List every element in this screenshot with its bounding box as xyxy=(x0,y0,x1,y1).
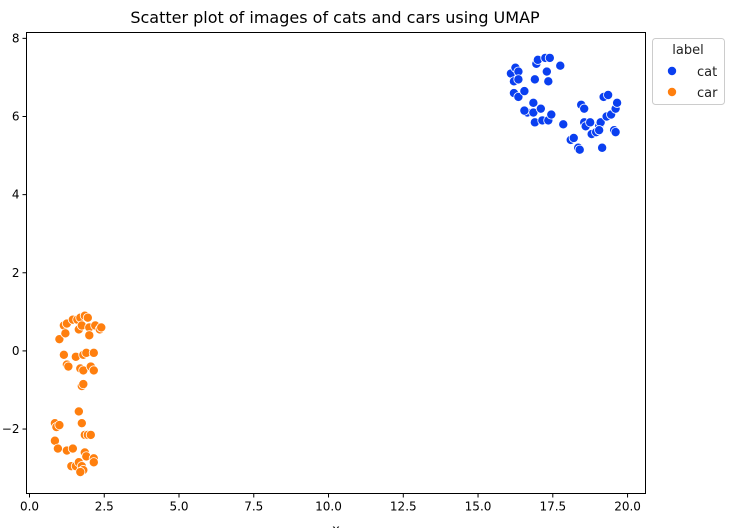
x-tick-label: 15.0 xyxy=(465,500,492,514)
legend-marker-car xyxy=(667,87,678,98)
cat-point xyxy=(544,52,555,63)
legend-label-cat: cat xyxy=(697,65,717,80)
car-point xyxy=(75,467,86,478)
data-points xyxy=(49,52,623,478)
y-tick-label: −2 xyxy=(2,422,20,436)
cat-point xyxy=(579,103,590,114)
car-point xyxy=(96,322,107,333)
x-tick-label: 10.0 xyxy=(315,500,342,514)
cat-point xyxy=(535,103,546,114)
car-point xyxy=(67,443,78,454)
car-point xyxy=(88,347,99,358)
cat-point xyxy=(529,74,540,85)
cat-point xyxy=(543,76,554,87)
car-point xyxy=(58,349,69,360)
cat-point xyxy=(612,97,623,108)
chart-title: Scatter plot of images of cats and cars … xyxy=(130,8,540,27)
x-axis: 0.0 2.5 5.0 7.5 10.0 12.5 15.0 17.5 20.0 xyxy=(20,493,641,514)
x-tick-label: 2.5 xyxy=(95,500,114,514)
car-point xyxy=(54,420,65,431)
cat-point xyxy=(546,109,557,120)
legend: label cat car xyxy=(652,38,725,105)
car-point xyxy=(76,418,87,429)
x-tick-label: 0.0 xyxy=(20,500,39,514)
x-tick-label: 12.5 xyxy=(390,500,417,514)
legend-label-car: car xyxy=(697,86,718,101)
car-point xyxy=(84,330,95,341)
x-tick-label: 5.0 xyxy=(169,500,188,514)
y-tick-label: 0 xyxy=(12,344,20,358)
cat-point xyxy=(519,86,530,97)
y-tick-label: 2 xyxy=(12,266,20,280)
cat-point xyxy=(528,97,539,108)
cat-point xyxy=(603,90,614,101)
legend-marker-cat xyxy=(667,66,678,77)
car-point xyxy=(73,406,84,417)
car-point xyxy=(88,457,99,468)
cat-point xyxy=(585,117,596,128)
plot-area xyxy=(26,32,646,494)
cat-point xyxy=(574,144,585,155)
x-tick-label: 7.5 xyxy=(244,500,263,514)
y-tick-label: 6 xyxy=(12,109,20,123)
cat-point xyxy=(513,74,524,85)
legend-title: label xyxy=(672,43,703,58)
car-point xyxy=(54,334,65,345)
cat-point xyxy=(568,132,579,143)
car-point xyxy=(63,361,74,372)
cat-point xyxy=(513,91,524,102)
car-point xyxy=(82,312,93,323)
y-tick-label: 4 xyxy=(12,188,20,202)
x-axis-label: x xyxy=(332,523,340,528)
x-tick-label: 20.0 xyxy=(614,500,641,514)
cat-point xyxy=(519,105,530,116)
car-point xyxy=(52,443,63,454)
car-point xyxy=(78,379,89,390)
y-axis: −2 0 2 4 6 8 xyxy=(2,31,27,436)
cat-point xyxy=(555,60,566,71)
cat-point xyxy=(594,125,605,136)
car-point xyxy=(88,365,99,376)
cat-point xyxy=(558,119,569,130)
cat-point xyxy=(541,66,552,77)
y-tick-label: 8 xyxy=(12,31,20,45)
car-point xyxy=(60,328,71,339)
x-tick-label: 17.5 xyxy=(539,500,566,514)
car-point xyxy=(85,429,96,440)
cat-point xyxy=(597,142,608,153)
cat-point xyxy=(610,127,621,138)
